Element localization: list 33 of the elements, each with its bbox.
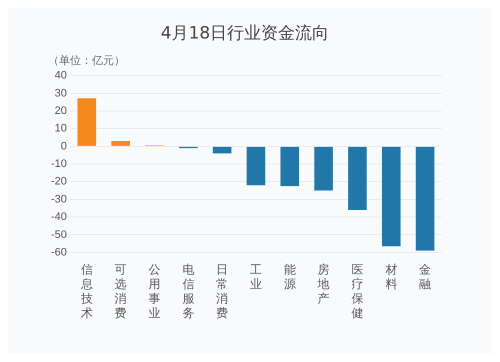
y-tick-label: 40 xyxy=(54,70,67,82)
x-tick-label: 房地产 xyxy=(316,262,330,306)
x-tick-label: 日常消费 xyxy=(216,262,228,320)
bar xyxy=(212,146,232,154)
y-tick-label: -20 xyxy=(50,176,67,188)
chart-title: 4月18日行业资金流向 xyxy=(160,24,330,44)
bar xyxy=(246,146,266,186)
x-tick-label: 公用事业 xyxy=(148,262,160,320)
x-tick-label: 金融 xyxy=(419,262,432,292)
bar xyxy=(111,141,130,146)
y-tick-label: -10 xyxy=(50,158,67,170)
y-tick-label: -50 xyxy=(50,228,67,241)
bar xyxy=(416,146,434,251)
bar xyxy=(78,98,96,146)
x-tick-label: 能源 xyxy=(284,262,296,292)
y-tick-label: -60 xyxy=(50,246,67,258)
x-tick-label: 电信服务 xyxy=(182,262,194,320)
bar xyxy=(348,146,367,210)
y-tick-label: 10 xyxy=(54,122,67,135)
x-tick-label: 信息技术 xyxy=(80,262,93,320)
y-axis-title: （单位：亿元） xyxy=(48,54,125,67)
y-tick-label: 20 xyxy=(54,104,67,117)
bar xyxy=(314,146,333,191)
x-tick-label: 工业 xyxy=(250,262,262,292)
bar xyxy=(382,146,401,246)
x-tick-label: 医疗保健 xyxy=(351,262,364,320)
bar xyxy=(280,146,300,186)
y-tick-label: -30 xyxy=(50,193,67,206)
y-tick-label: 30 xyxy=(54,87,67,100)
y-tick-label: -40 xyxy=(50,211,67,224)
y-tick-label: 0 xyxy=(60,140,67,152)
x-tick-label: 可选消费 xyxy=(114,262,127,320)
x-tick-label: 材料 xyxy=(384,262,398,292)
